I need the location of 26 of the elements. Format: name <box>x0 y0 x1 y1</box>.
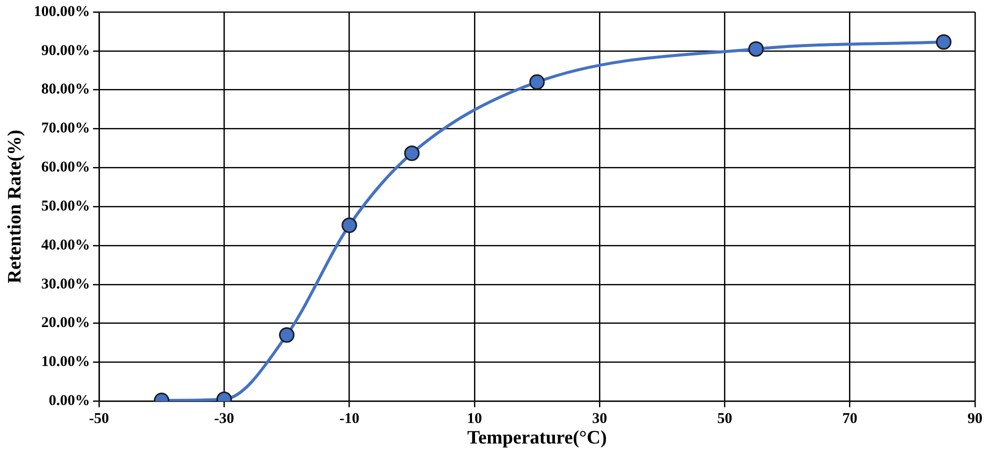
point <box>404 146 420 162</box>
x-tick-label: -50 <box>89 411 110 428</box>
y-tick-label: 60.00% <box>41 160 90 176</box>
point <box>342 218 358 234</box>
y-tick-label: 90.00% <box>41 42 90 59</box>
y-tick-label: 80.00% <box>41 82 90 98</box>
y-tick-label: 50.00% <box>41 198 90 214</box>
x-tick-label: 50 <box>717 411 732 428</box>
x-tick-label: 70 <box>842 411 858 428</box>
y-tick-label: 100.00% <box>34 4 90 20</box>
x-axis-title: Temperature(°C) <box>467 428 607 449</box>
x-tick-label: -10 <box>339 411 360 428</box>
point <box>748 41 764 57</box>
y-tick-label: 20.00% <box>41 315 90 332</box>
y-tick-label: 40.00% <box>41 237 90 254</box>
x-tick-label: 30 <box>592 411 608 428</box>
y-tick-label: 10.00% <box>41 354 90 370</box>
y-tick-label: 30.00% <box>41 276 90 292</box>
point <box>529 74 545 90</box>
x-tick-label: 10 <box>466 411 482 428</box>
x-tick-label: -30 <box>214 411 234 428</box>
y-tick-label: 0.00% <box>48 393 90 410</box>
point <box>936 34 952 50</box>
x-tick-label: 90 <box>968 411 982 428</box>
y-axis-title: Retention Rate(%) <box>4 130 26 284</box>
y-tick-label: 70.00% <box>41 120 90 137</box>
